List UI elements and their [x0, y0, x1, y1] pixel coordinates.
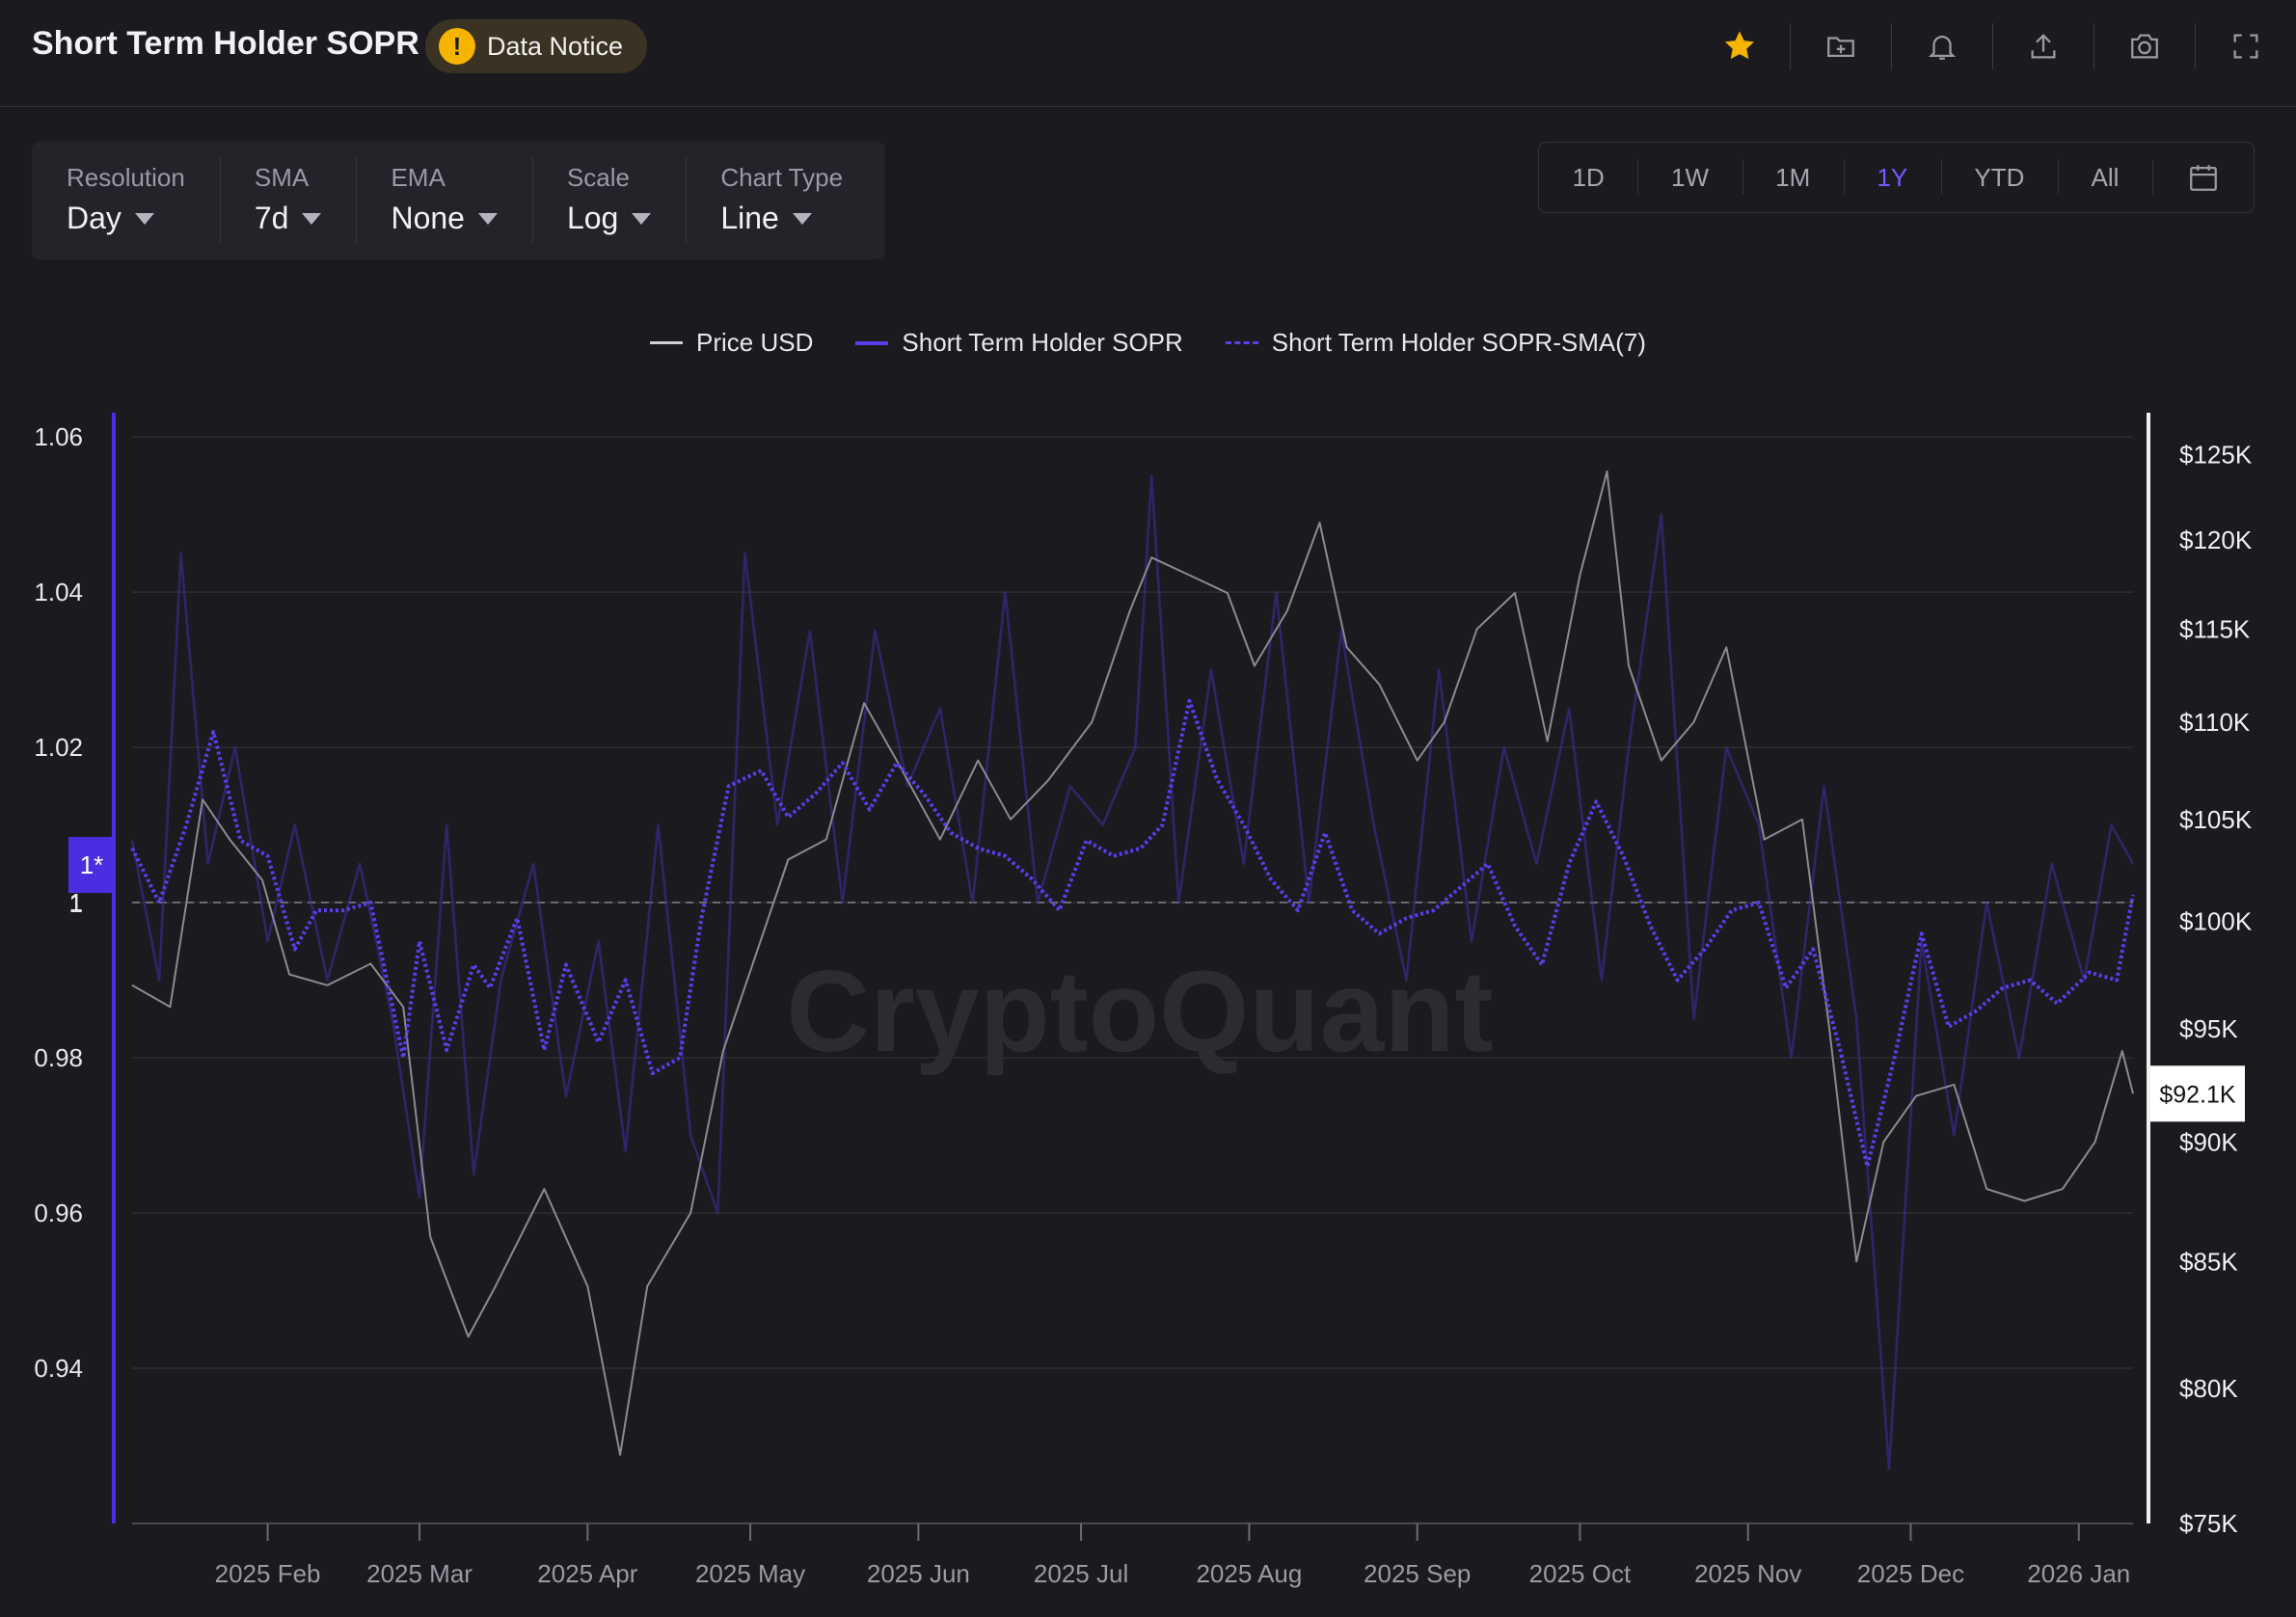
legend-swatch-price	[650, 341, 684, 344]
legend-label-sma: Short Term Holder SOPR-SMA(7)	[1271, 328, 1646, 357]
ema-dropdown[interactable]: EMA None	[356, 142, 532, 259]
sma-dropdown[interactable]: SMA 7d	[219, 142, 357, 259]
y-right-tick-label: $110K	[2179, 708, 2251, 737]
upload-icon	[2031, 34, 2055, 59]
range-ytd-button[interactable]: YTD	[1940, 158, 2058, 194]
data-notice-label: Data Notice	[487, 31, 624, 61]
chart-legend: Price USD Short Term Holder SOPR Short T…	[0, 328, 2296, 358]
x-tick-label: 2025 Feb	[215, 1559, 321, 1588]
fullscreen-icon	[2233, 34, 2257, 59]
x-tick-label: 2025 Apr	[537, 1559, 637, 1588]
y-left-tick-label: 0.94	[34, 1354, 83, 1383]
legend-swatch-sma	[1225, 341, 1258, 344]
y-right-tick-label: $80K	[2179, 1374, 2238, 1403]
sma-label: SMA	[254, 163, 310, 192]
x-tick-label: 2025 Mar	[366, 1559, 473, 1588]
legend-label-price: Price USD	[696, 328, 814, 357]
x-tick-label: 2025 Oct	[1529, 1559, 1632, 1588]
data-notice-button[interactable]: ! Data Notice	[425, 19, 648, 73]
y-left-tick-label: 0.98	[34, 1043, 83, 1072]
alert-button[interactable]	[1891, 19, 1992, 73]
x-tick-label: 2025 Nov	[1694, 1559, 1801, 1588]
range-all-button[interactable]: All	[2057, 158, 2152, 194]
y-right-tick-label: $125K	[2179, 440, 2253, 469]
fullscreen-button[interactable]	[2195, 19, 2296, 73]
y-left-tick-label: 1.02	[34, 733, 83, 762]
screenshot-button[interactable]	[2093, 19, 2195, 73]
chart-type-label: Chart Type	[720, 163, 844, 192]
date-picker-button[interactable]	[2152, 158, 2254, 197]
series-price-line	[131, 470, 2134, 1456]
current-price-label: $92.1K	[2159, 1081, 2236, 1108]
sma-value: 7d	[254, 201, 289, 235]
y-right-tick-label: $75K	[2179, 1509, 2238, 1538]
page-title: Short Term Holder SOPR	[32, 25, 419, 62]
ema-value: None	[391, 201, 465, 235]
range-1y-button[interactable]: 1Y	[1843, 158, 1941, 194]
watermark-text: CryptoQuant	[786, 947, 1493, 1076]
caret-down-icon	[477, 212, 498, 225]
folder-plus-icon	[1826, 37, 1854, 58]
chart-type-value: Line	[720, 201, 779, 235]
caret-down-icon	[792, 212, 812, 225]
chart-settings-panel: Resolution Day SMA 7d EMA None Scale Log…	[32, 142, 885, 259]
x-tick-label: 2025 Jul	[1034, 1559, 1128, 1588]
bell-icon	[1928, 36, 1956, 60]
legend-item-price[interactable]: Price USD	[650, 328, 813, 358]
calendar-icon	[2189, 165, 2217, 191]
y-left-tick-label: 1.06	[34, 422, 83, 451]
header-actions	[1688, 19, 2296, 73]
x-tick-label: 2025 Aug	[1196, 1559, 1302, 1588]
x-tick-label: 2025 Dec	[1857, 1559, 1964, 1588]
scale-dropdown[interactable]: Scale Log	[531, 142, 686, 259]
y-right-tick-label: $95K	[2179, 1014, 2238, 1043]
warning-icon: !	[439, 28, 475, 65]
y-left-tick-label: 1.04	[34, 578, 83, 606]
legend-item-sma[interactable]: Short Term Holder SOPR-SMA(7)	[1225, 328, 1646, 358]
caret-down-icon	[302, 212, 322, 225]
caret-down-icon	[134, 212, 154, 225]
header-bar: Short Term Holder SOPR ! Data Notice	[0, 0, 2296, 107]
y-right-tick-label: $120K	[2179, 526, 2253, 554]
y-right-tick-label: $85K	[2179, 1247, 2238, 1276]
resolution-label: Resolution	[67, 163, 185, 192]
y-left-tick-label: 0.96	[34, 1199, 83, 1227]
star-icon	[1724, 31, 1754, 60]
camera-icon	[2130, 34, 2158, 59]
x-tick-label: 2025 Jun	[867, 1559, 970, 1588]
range-1w-button[interactable]: 1W	[1637, 158, 1742, 194]
x-tick-label: 2026 Jan	[2027, 1559, 2130, 1588]
y-right-tick-label: $90K	[2179, 1127, 2238, 1156]
y-right-tick-label: $100K	[2179, 907, 2253, 936]
y-left-tick-label: 1	[69, 888, 83, 917]
current-price-box	[2150, 1065, 2245, 1122]
favorite-button[interactable]	[1688, 19, 1790, 73]
x-tick-label: 2025 Sep	[1364, 1559, 1471, 1588]
share-button[interactable]	[1992, 19, 2093, 73]
range-1m-button[interactable]: 1M	[1742, 158, 1844, 194]
scale-value: Log	[566, 201, 619, 235]
resolution-value: Day	[67, 201, 122, 235]
chart-type-dropdown[interactable]: Chart Type Line	[686, 142, 878, 259]
reference-label-box	[68, 837, 115, 894]
caret-down-icon	[632, 212, 652, 225]
y-right-tick-label: $105K	[2179, 805, 2253, 834]
resolution-dropdown[interactable]: Resolution Day	[32, 142, 220, 259]
add-to-folder-button[interactable]	[1790, 19, 1891, 73]
reference-label-marker: 1*	[80, 850, 104, 879]
ema-label: EMA	[391, 163, 446, 192]
series-sma-line	[130, 698, 2135, 1169]
x-tick-label: 2025 May	[695, 1559, 805, 1588]
time-range-selector: 1D 1W 1M 1Y YTD All	[1538, 142, 2255, 213]
range-1d-button[interactable]: 1D	[1572, 162, 1605, 192]
y-right-tick-label: $115K	[2179, 614, 2251, 643]
legend-item-sopr[interactable]: Short Term Holder SOPR	[855, 328, 1183, 358]
reference-tick-label: 1	[69, 889, 83, 918]
series-sopr-line	[130, 474, 2135, 1470]
scale-label: Scale	[566, 163, 630, 192]
legend-swatch-sopr	[855, 340, 889, 345]
legend-label-sopr: Short Term Holder SOPR	[902, 328, 1183, 357]
